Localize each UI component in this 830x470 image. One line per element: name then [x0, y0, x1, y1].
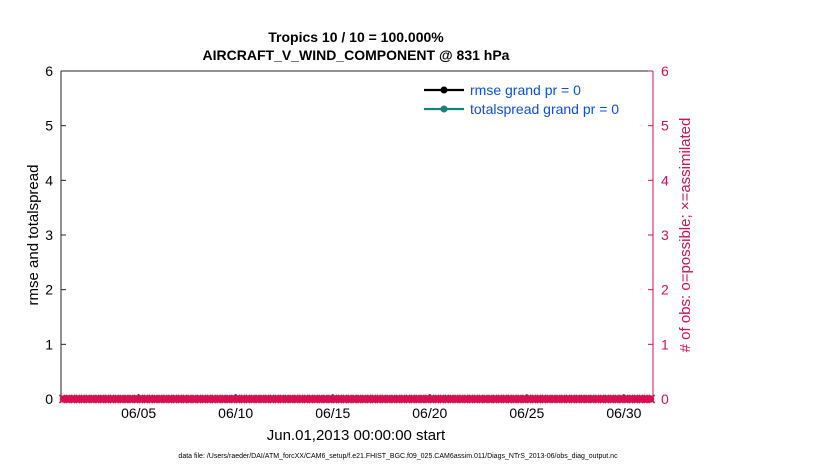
chart-title-line2: AIRCRAFT_V_WIND_COMPONENT @ 831 hPa [203, 47, 510, 63]
y-tick-left-label: 5 [45, 118, 53, 134]
y-tick-right-label: 4 [661, 172, 669, 188]
legend-box [419, 76, 651, 124]
y-axis-label-left: rmse and totalspread [25, 165, 42, 306]
y-tick-right-label: 1 [661, 336, 669, 352]
x-tick-label: 06/30 [606, 405, 641, 421]
y-tick-right-label: 2 [661, 282, 669, 298]
y-tick-left-label: 1 [45, 336, 53, 352]
y-tick-right-label: 5 [661, 118, 669, 134]
x-tick-label: 06/10 [218, 405, 253, 421]
x-tick-label: 06/15 [315, 405, 350, 421]
x-tick-label: 06/25 [509, 405, 544, 421]
legend-label-rmse: rmse grand pr = 0 [470, 82, 581, 98]
legend-item-totalspread: totalspread grand pr = 0 [424, 101, 619, 117]
legend: rmse grand pr = 0 totalspread grand pr =… [419, 76, 651, 124]
legend-label-totalspread: totalspread grand pr = 0 [470, 101, 619, 117]
y-tick-right-label: 0 [661, 391, 669, 407]
legend-marker-totalspread [440, 105, 448, 113]
data-file-footer: data file: /Users/raeder/DAI/ATM_forcXX/… [178, 453, 618, 460]
x-tick-label: 06/20 [412, 405, 447, 421]
y-tick-left-label: 0 [45, 391, 53, 407]
chart-title-line1: Tropics 10 / 10 = 100.000% [268, 29, 444, 45]
y-axis-label-right: # of obs: o=possible; ×=assimilated [677, 118, 694, 353]
y-tick-left-label: 4 [45, 172, 53, 188]
y-tick-left-label: 2 [45, 282, 53, 298]
legend-item-rmse: rmse grand pr = 0 [424, 82, 581, 98]
y-tick-left-label: 3 [45, 227, 53, 243]
x-axis-label: Jun.01,2013 00:00:00 start [267, 427, 446, 444]
plot-area [61, 71, 653, 399]
x-axis-ticks: 06/05 06/10 06/15 06/20 06/25 06/30 [121, 394, 642, 421]
y-tick-left-label: 6 [45, 63, 53, 79]
left-y-axis-ticks: 0 1 2 3 4 5 6 [45, 63, 66, 407]
obs-assimilated-marker [646, 394, 656, 404]
y-tick-right-label: 3 [661, 227, 669, 243]
x-tick-label: 06/05 [121, 405, 156, 421]
right-y-axis-ticks: 0 1 2 3 4 5 6 [648, 63, 669, 407]
legend-marker-rmse [440, 86, 448, 94]
obs-point [646, 394, 656, 404]
obs-series [58, 394, 656, 404]
y-tick-right-label: 6 [661, 63, 669, 79]
